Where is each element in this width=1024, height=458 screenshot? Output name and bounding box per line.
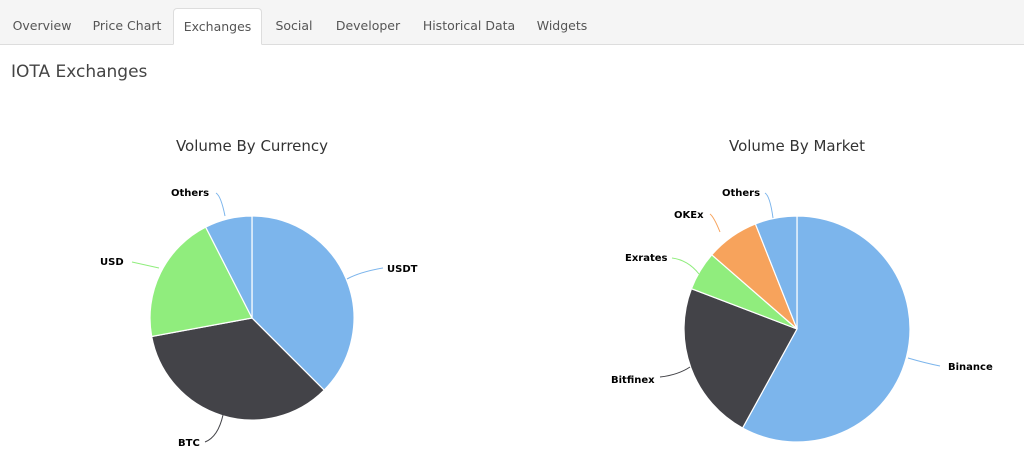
tab-overview[interactable]: Overview [12, 18, 72, 33]
connector-line [659, 366, 691, 378]
tab-price-chart[interactable]: Price Chart [92, 18, 162, 33]
chart-title-volume-by-market: Volume By Market [728, 137, 866, 155]
connector-line [346, 267, 384, 280]
data-label-binance: Binance [948, 362, 993, 373]
pie-slice-others[interactable] [204, 215, 253, 319]
tab-bar: Overview Price Chart Exchanges Social De… [0, 0, 1024, 45]
data-label-btc: BTC [178, 438, 200, 449]
connector-line [204, 414, 224, 443]
data-label-others: Others [171, 188, 209, 199]
connector-line [709, 213, 721, 233]
pie-volume-by-market: Binance Bitfinex Exrates OKEx Others [611, 188, 993, 443]
pie-slice-bitfinex[interactable] [683, 287, 798, 429]
data-label-okex: OKEx [674, 210, 704, 221]
pie-volume-by-currency: USDT BTC USD Others [100, 188, 418, 449]
pie-slice-btc[interactable] [150, 317, 325, 421]
pie-slice-usdt[interactable] [251, 215, 355, 391]
pie-slice-others[interactable] [754, 215, 798, 330]
connector-line [215, 192, 226, 217]
connector-line [907, 357, 941, 367]
pie-slice-usd[interactable] [149, 226, 253, 338]
data-label-usdt: USDT [387, 264, 418, 275]
data-label-others: Others [722, 188, 760, 199]
connector-line [764, 192, 774, 219]
page-title: IOTA Exchanges [11, 62, 148, 82]
data-label-exrates: Exrates [625, 253, 668, 264]
tab-historical-data[interactable]: Historical Data [422, 18, 516, 33]
data-label-usd: USD [100, 257, 124, 268]
tab-developer[interactable]: Developer [335, 18, 401, 33]
connector-line [131, 261, 160, 269]
connector-line [671, 257, 700, 275]
data-label-bitfinex: Bitfinex [611, 375, 655, 386]
tab-social[interactable]: Social [275, 18, 313, 33]
tab-widgets[interactable]: Widgets [536, 18, 588, 33]
tab-exchanges[interactable]: Exchanges [173, 8, 262, 45]
pie-slice-binance[interactable] [741, 215, 911, 443]
chart-title-volume-by-currency: Volume By Currency [175, 137, 329, 155]
